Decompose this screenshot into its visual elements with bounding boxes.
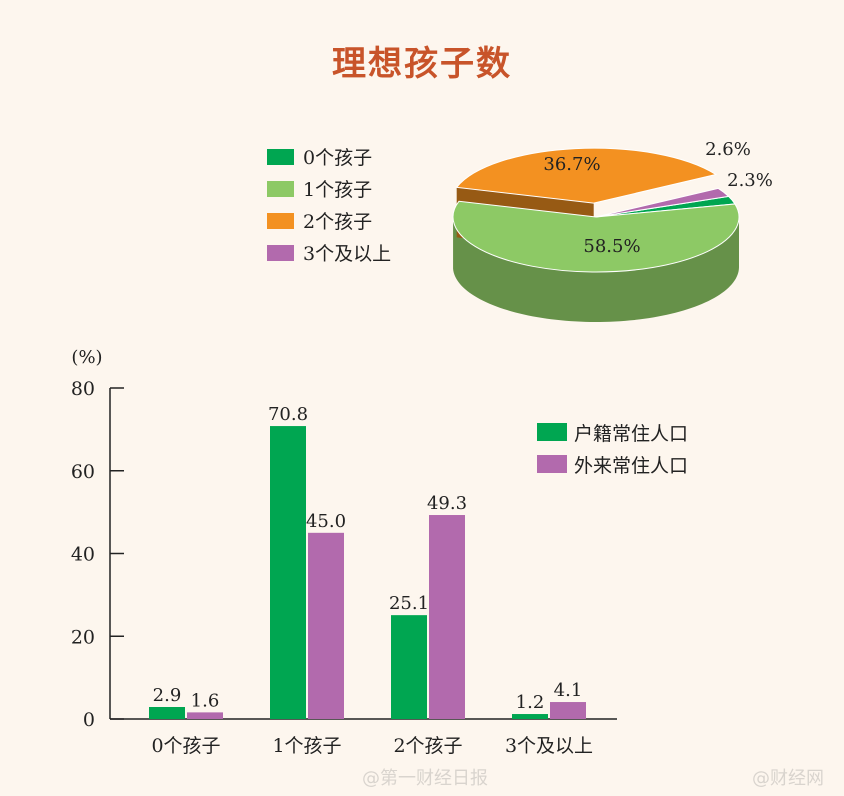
pie-legend-label-2: 2个孩子 (303, 211, 372, 233)
y-tick-label-0: 0 (83, 709, 95, 731)
bar-label-0-3: 1.2 (516, 692, 545, 713)
watermark-right: @财经网 (752, 768, 824, 789)
pie-legend-label-0: 0个孩子 (303, 147, 372, 169)
x-tick-label-0: 0个孩子 (151, 735, 220, 757)
bar-label-1-2: 49.3 (427, 493, 467, 514)
pie-slice-3 (595, 187, 730, 218)
y-tick-label-3: 60 (71, 461, 95, 483)
pie-label-3: 2.6% (705, 139, 751, 160)
bar-1-1 (308, 532, 344, 719)
bar-label-1-1: 45.0 (306, 511, 346, 532)
pie-legend-swatch-1 (267, 181, 294, 197)
watermark-left: @第一财经日报 (362, 768, 488, 789)
bar-1-2 (429, 515, 465, 719)
bar-0-0 (149, 707, 185, 719)
pie-label-2: 36.7% (543, 154, 600, 175)
pie-legend-swatch-0 (267, 149, 294, 165)
y-tick-label-4: 80 (71, 378, 95, 400)
bar-legend-label-1: 外来常住人口 (574, 455, 688, 477)
bar-label-1-0: 1.6 (191, 690, 220, 711)
bar-chart (109, 387, 617, 720)
pie-side-1 (453, 217, 739, 322)
bar-1-3 (550, 702, 586, 719)
pie-label-0: 2.3% (727, 170, 773, 191)
pie-legend-swatch-2 (267, 213, 294, 229)
pie-label-1: 58.5% (583, 236, 640, 257)
bar-0-1 (270, 426, 306, 719)
pie-legend-label-1: 1个孩子 (303, 179, 372, 201)
bar-legend-swatch-0 (537, 423, 567, 441)
bar-label-1-3: 4.1 (554, 680, 583, 701)
pie-slice-2 (455, 147, 718, 204)
bar-label-0-0: 2.9 (153, 685, 182, 706)
chart-title: 理想孩子数 (332, 44, 512, 84)
bar-0-2 (391, 615, 427, 719)
bar-1-0 (187, 712, 223, 719)
x-tick-label-2: 2个孩子 (393, 735, 462, 757)
y-tick-label-2: 40 (71, 544, 95, 566)
pie-chart (452, 147, 740, 322)
bar-0-3 (512, 714, 548, 719)
pie-legend-swatch-3 (267, 245, 294, 261)
x-tick-label-1: 1个孩子 (272, 735, 341, 757)
pie-slice-1 (452, 200, 740, 273)
x-tick-label-3: 3个及以上 (505, 735, 593, 757)
y-axis-label: (%) (71, 347, 102, 368)
bar-label-0-1: 70.8 (268, 404, 308, 425)
pie-legend-label-3: 3个及以上 (303, 243, 391, 265)
y-tick-label-1: 20 (71, 626, 95, 648)
bar-legend-swatch-1 (537, 455, 567, 473)
bar-label-0-2: 25.1 (389, 593, 429, 614)
bar-legend-label-0: 户籍常住人口 (574, 423, 688, 445)
